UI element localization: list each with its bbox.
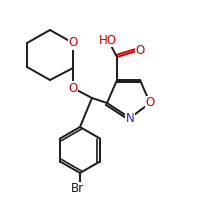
Text: O: O [68, 36, 78, 49]
Text: HO: HO [99, 33, 117, 46]
Text: N: N [126, 112, 134, 124]
Text: O: O [145, 97, 155, 110]
Text: O: O [68, 82, 78, 95]
Text: Br: Br [70, 182, 84, 196]
Text: O: O [135, 44, 145, 56]
